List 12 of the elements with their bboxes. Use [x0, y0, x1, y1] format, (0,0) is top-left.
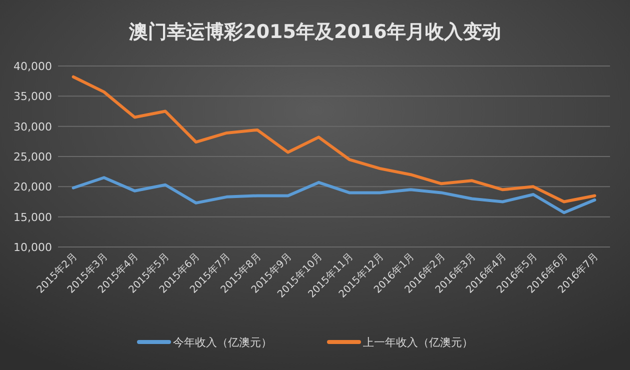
legend-label: 今年收入（亿澳元） [173, 336, 272, 349]
y-tick-label: 15,000 [14, 210, 52, 224]
y-tick-label: 30,000 [14, 120, 52, 134]
y-tick-label: 40,000 [14, 60, 52, 73]
y-tick-label: 35,000 [14, 90, 52, 104]
y-tick-label: 25,000 [14, 150, 52, 164]
chart-title: 澳门幸运博彩2015年及2016年月收入变动 [128, 21, 501, 43]
line-series [72, 75, 596, 204]
y-tick-label: 20,000 [14, 180, 52, 194]
line-series [72, 176, 596, 214]
legend-label: 上一年收入（亿澳元） [363, 336, 473, 349]
y-tick-label: 10,000 [14, 241, 52, 254]
